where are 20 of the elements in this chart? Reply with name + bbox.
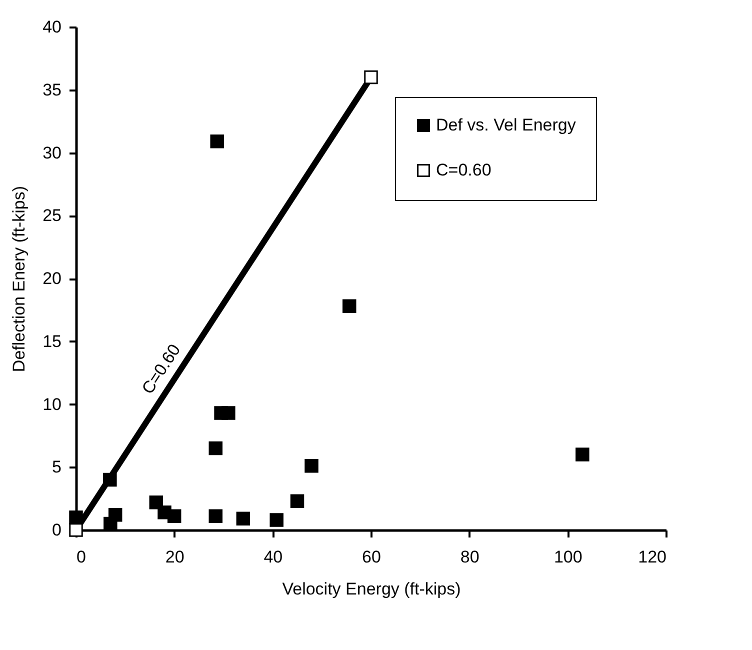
legend-label: C=0.60	[436, 160, 492, 180]
y-axis-title: Deflection Enery (ft-kips)	[10, 186, 29, 372]
y-tick-label: 0	[52, 520, 62, 540]
x-tick-label: 40	[264, 548, 283, 566]
x-tick-label: 100	[554, 548, 582, 566]
x-tick-label: 0	[76, 548, 86, 566]
y-tick-label: 35	[42, 80, 62, 100]
y-tick-label: 20	[42, 269, 62, 288]
y-tick-label: 25	[42, 206, 62, 226]
y-tick-label: 5	[52, 458, 62, 477]
y-tick-label: 40	[42, 18, 62, 36]
x-tick-label: 120	[638, 548, 666, 566]
x-tick-label: 60	[362, 548, 381, 566]
y-tick-label: 15	[42, 332, 62, 351]
y-tick-label: 30	[42, 143, 62, 162]
legend-label: Def vs. Vel Energy	[436, 116, 576, 134]
x-axis-title: Velocity Energy (ft-kips)	[282, 580, 461, 598]
x-tick-label: 20	[165, 548, 184, 566]
x-tick-label: 80	[460, 548, 480, 566]
y-tick-label: 10	[42, 394, 62, 414]
